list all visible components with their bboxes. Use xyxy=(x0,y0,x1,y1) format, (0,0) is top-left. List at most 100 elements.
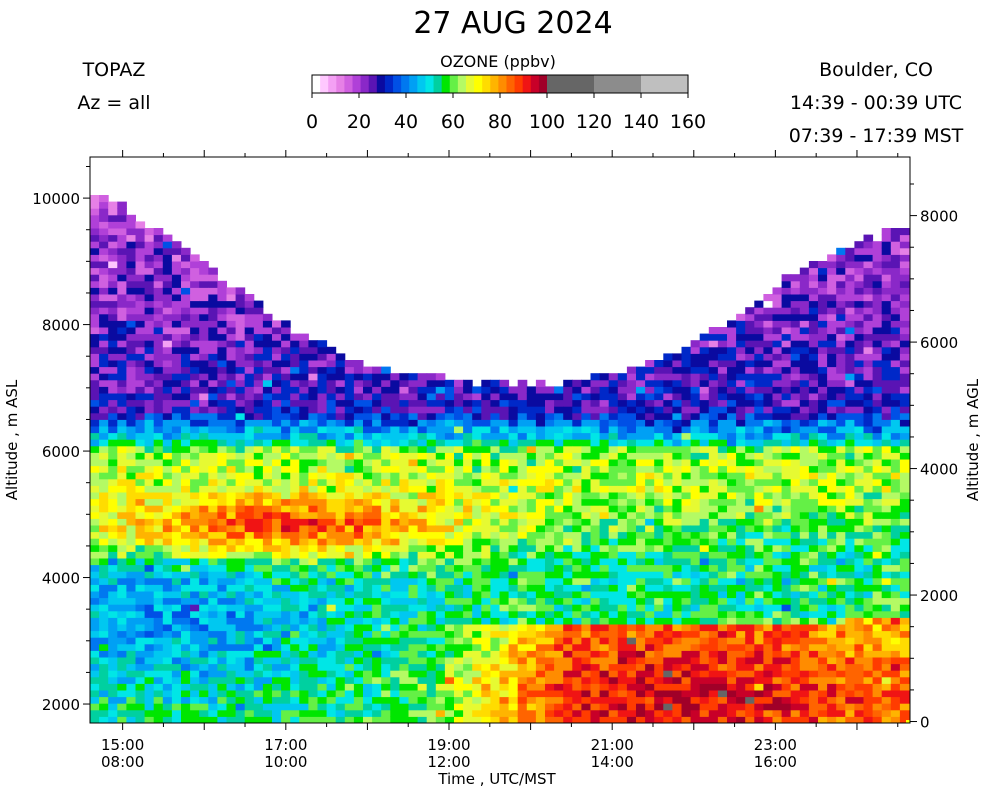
heatmap-cell xyxy=(181,313,191,321)
heatmap-cell xyxy=(353,571,364,579)
heatmap-cell xyxy=(736,703,746,711)
heatmap-cell xyxy=(281,505,291,513)
heatmap-cell xyxy=(217,670,227,678)
heatmap-cell xyxy=(253,657,264,665)
heatmap-cell xyxy=(408,399,419,407)
heatmap-cell xyxy=(799,531,810,539)
heatmap-cell xyxy=(708,426,719,434)
heatmap-cell xyxy=(672,393,682,401)
heatmap-cell xyxy=(481,498,491,506)
heatmap-cell xyxy=(818,294,828,302)
heatmap-cell xyxy=(381,643,391,651)
heatmap-cell xyxy=(763,379,773,387)
heatmap-cell xyxy=(781,604,792,612)
heatmap-cell xyxy=(708,610,719,618)
heatmap-cell xyxy=(408,716,419,724)
heatmap-cell xyxy=(253,333,264,341)
heatmap-cell xyxy=(463,630,473,638)
heatmap-cell xyxy=(736,399,746,407)
heatmap-cell xyxy=(808,571,819,579)
heatmap-cell xyxy=(736,492,746,500)
heatmap-cell xyxy=(344,650,355,658)
heatmap-cell xyxy=(736,346,746,354)
heatmap-cell xyxy=(171,577,182,585)
heatmap-cell xyxy=(763,353,773,361)
heatmap-cell xyxy=(381,690,391,698)
heatmap-cell xyxy=(526,617,537,625)
heatmap-cell xyxy=(490,683,500,691)
heatmap-cell xyxy=(590,406,601,414)
heatmap-cell xyxy=(590,577,601,585)
heatmap-cell xyxy=(281,624,291,632)
heatmap-cell xyxy=(799,465,810,473)
heatmap-cell xyxy=(636,439,646,447)
heatmap-cell xyxy=(563,452,573,460)
heatmap-cell xyxy=(308,412,318,420)
heatmap-cell xyxy=(763,709,773,717)
heatmap-cell xyxy=(344,558,355,566)
heatmap-cell xyxy=(581,518,591,526)
heatmap-cell xyxy=(90,492,100,500)
heatmap-cell xyxy=(590,604,601,612)
heatmap-cell xyxy=(672,399,682,407)
heatmap-cell xyxy=(690,637,701,645)
heatmap-cell xyxy=(426,478,437,486)
heatmap-cell xyxy=(808,597,819,605)
heatmap-cell xyxy=(444,498,455,506)
heatmap-cell xyxy=(317,531,328,539)
heatmap-cell xyxy=(317,617,328,625)
heatmap-cell xyxy=(217,703,227,711)
heatmap-cell xyxy=(426,492,437,500)
heatmap-cell xyxy=(190,709,200,717)
heatmap-cell xyxy=(435,465,446,473)
heatmap-cell xyxy=(490,505,500,513)
heatmap-cell xyxy=(99,445,109,453)
heatmap-cell xyxy=(99,386,109,394)
heatmap-cell xyxy=(444,690,455,698)
heatmap-cell xyxy=(253,492,264,500)
heatmap-cell xyxy=(444,393,455,401)
heatmap-cell xyxy=(153,393,164,401)
heatmap-cell xyxy=(745,366,755,374)
heatmap-cell xyxy=(745,379,755,387)
heatmap-cell xyxy=(508,472,519,480)
heatmap-cell xyxy=(645,445,655,453)
heatmap-cell xyxy=(481,485,491,493)
heatmap-cell xyxy=(636,478,646,486)
heatmap-cell xyxy=(272,419,282,427)
heatmap-cell xyxy=(208,465,218,473)
heatmap-cell xyxy=(763,327,773,335)
heatmap-cell xyxy=(608,531,619,539)
heatmap-cell xyxy=(763,604,773,612)
heatmap-cell xyxy=(181,538,191,546)
heatmap-cell xyxy=(381,445,391,453)
heatmap-cell xyxy=(244,690,255,698)
heatmap-cell xyxy=(390,564,400,572)
heatmap-cell xyxy=(636,511,646,519)
heatmap-cell xyxy=(290,393,300,401)
heatmap-cell xyxy=(481,465,491,473)
heatmap-cell xyxy=(144,610,155,618)
heatmap-cell xyxy=(181,551,191,559)
heatmap-cell xyxy=(617,525,628,533)
heatmap-cell xyxy=(636,670,646,678)
heatmap-cell xyxy=(545,709,555,717)
heatmap-cell xyxy=(144,683,155,691)
heatmap-cell xyxy=(708,373,719,381)
heatmap-cell xyxy=(117,670,127,678)
heatmap-cell xyxy=(799,630,810,638)
heatmap-cell xyxy=(681,472,692,480)
heatmap-cell xyxy=(90,597,100,605)
heatmap-cell xyxy=(654,518,664,526)
heatmap-cell xyxy=(417,617,428,625)
heatmap-cell xyxy=(617,412,628,420)
heatmap-cell xyxy=(90,663,100,671)
heatmap-cell xyxy=(299,406,309,414)
heatmap-cell xyxy=(508,670,519,678)
heatmap-cell xyxy=(526,412,537,420)
heatmap-cell xyxy=(654,670,664,678)
heatmap-cell xyxy=(663,518,673,526)
heatmap-cell xyxy=(808,300,819,308)
heatmap-cell xyxy=(808,617,819,625)
heatmap-cell xyxy=(235,386,246,394)
